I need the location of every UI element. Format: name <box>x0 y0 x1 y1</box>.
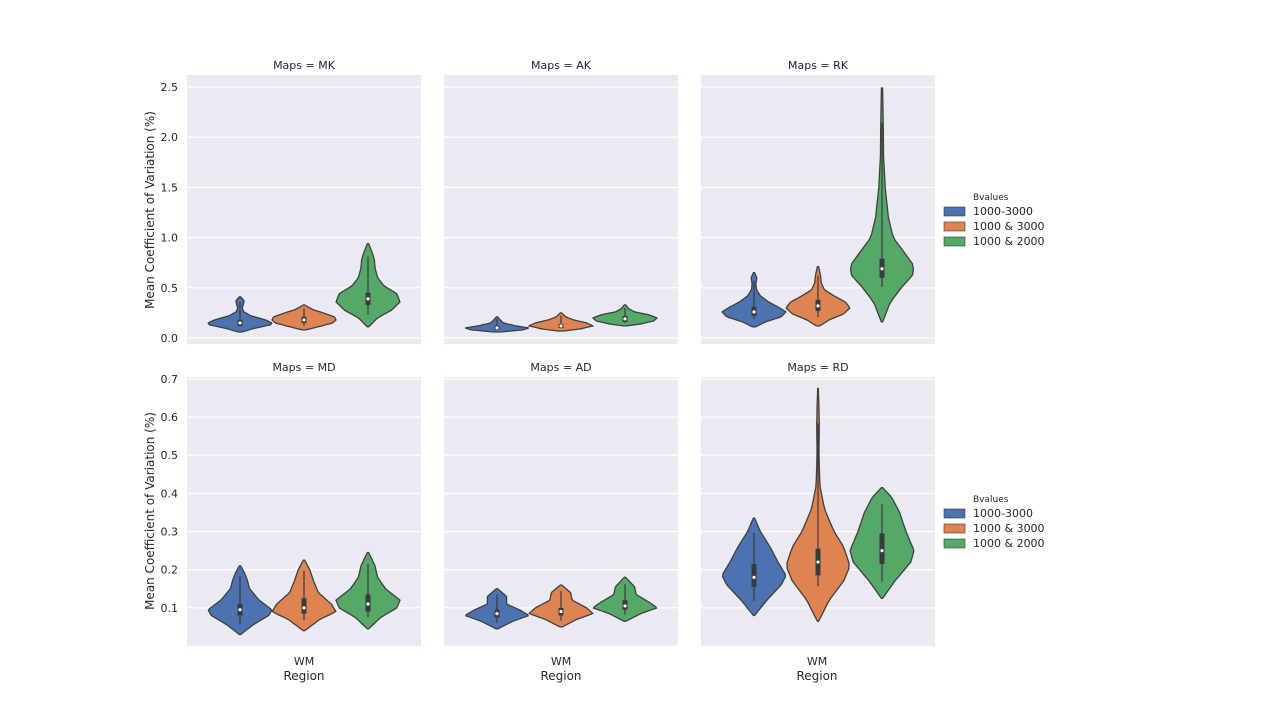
y-tick-label: 0.7 <box>161 373 179 386</box>
panel-title: Maps = MK <box>273 59 336 72</box>
violin-median-dot <box>366 297 370 301</box>
legend-swatch-1000-and-2000 <box>943 236 966 247</box>
y-tick-label: 0.5 <box>161 449 179 462</box>
legend-label-1000-and-3000: 1000 & 3000 <box>973 220 1045 233</box>
facet-panel: Maps = AK <box>444 59 678 344</box>
y-tick-label: 1.5 <box>161 181 179 194</box>
x-tick-label-ad: WM <box>551 655 571 668</box>
legend-title: Bvalues <box>973 193 1009 203</box>
violin-median-dot <box>816 560 820 564</box>
legend-bottom: Bvalues 1000-3000 1000 & 3000 1000 & 200… <box>943 495 1045 550</box>
panel-title: Maps = RD <box>787 361 848 374</box>
facet-panel: 0.1 0.2 0.3 0.4 0.5 0.6 0.7 Maps = MD <box>161 361 421 646</box>
violin-median-dot <box>302 318 306 322</box>
y-tick-label: 0.0 <box>161 332 179 345</box>
violin-median-dot <box>238 608 242 612</box>
violin-median-dot <box>880 549 884 553</box>
facet-panel: Maps = AD <box>444 361 678 646</box>
facet-panel: 0.0 0.5 1.0 1.5 2.0 2.5 Maps = MK <box>161 59 421 345</box>
legend-swatch-1000-and-3000 <box>943 523 966 534</box>
y-tick-label: 0.1 <box>161 602 179 615</box>
violin-median-dot <box>623 317 627 321</box>
x-axis-label-md: Region <box>283 669 324 683</box>
y-tick-label: 0.4 <box>161 487 179 500</box>
y-tick-label: 0.2 <box>161 564 179 577</box>
violin-median-dot <box>238 321 242 325</box>
y-tick-label: 0.6 <box>161 411 179 424</box>
violin-median-dot <box>366 602 370 606</box>
x-tick-label-md: WM <box>294 655 314 668</box>
y-axis-label-bottom: Mean Coefficient of Variation (%) <box>143 412 157 610</box>
legend-label-1000-3000: 1000-3000 <box>973 507 1033 520</box>
legend-swatch-1000-3000 <box>943 206 966 217</box>
violin-median-dot <box>816 304 820 308</box>
x-tick-label-rd: WM <box>807 655 827 668</box>
violin-median-dot <box>559 324 563 328</box>
legend-swatch-1000-and-2000 <box>943 538 966 549</box>
y-tick-label: 2.5 <box>161 81 179 94</box>
legend-label-1000-and-3000: 1000 & 3000 <box>973 522 1045 535</box>
violin-median-dot <box>302 606 306 610</box>
legend-swatch-1000-3000 <box>943 508 966 519</box>
violin-median-dot <box>752 575 756 579</box>
panel-title: Maps = RK <box>788 59 849 72</box>
legend-title: Bvalues <box>973 495 1009 505</box>
legend-swatch-1000-and-3000 <box>943 221 966 232</box>
y-tick-label: 1.0 <box>161 232 179 245</box>
panel-title: Maps = AD <box>530 361 591 374</box>
violin-iqr-box <box>879 533 885 564</box>
violin-median-dot <box>559 610 563 614</box>
legend-label-1000-3000: 1000-3000 <box>973 205 1033 218</box>
violin-median-dot <box>752 310 756 314</box>
violin-median-dot <box>623 604 627 608</box>
plots-layer: 0.0 0.5 1.0 1.5 2.0 2.5 Maps = MK Maps = AK Maps… <box>161 59 935 646</box>
panel-title: Maps = AK <box>531 59 592 72</box>
y-axis-label-top: Mean Coefficient of Variation (%) <box>143 111 157 309</box>
legend-label-1000-and-2000: 1000 & 2000 <box>973 537 1045 550</box>
violin-median-dot <box>495 611 499 616</box>
legend-label-1000-and-2000: 1000 & 2000 <box>973 235 1045 248</box>
x-axis-label-rd: Region <box>796 669 837 683</box>
y-tick-label: 0.3 <box>161 526 179 539</box>
legend-top: Bvalues 1000-3000 1000 & 3000 1000 & 200… <box>943 193 1045 248</box>
panel-title: Maps = MD <box>272 361 335 374</box>
violin-median-dot <box>880 267 884 271</box>
facet-panel: Maps = RK <box>701 59 935 344</box>
facet-panel: Maps = RD <box>701 361 935 646</box>
y-tick-label: 0.5 <box>161 282 179 295</box>
x-axis-label-ad: Region <box>540 669 581 683</box>
y-tick-label: 2.0 <box>161 131 179 144</box>
panel-background <box>444 75 678 344</box>
violin-iqr-box <box>301 598 307 614</box>
violin-median-dot <box>495 326 499 330</box>
violin-iqr-box <box>751 563 757 587</box>
